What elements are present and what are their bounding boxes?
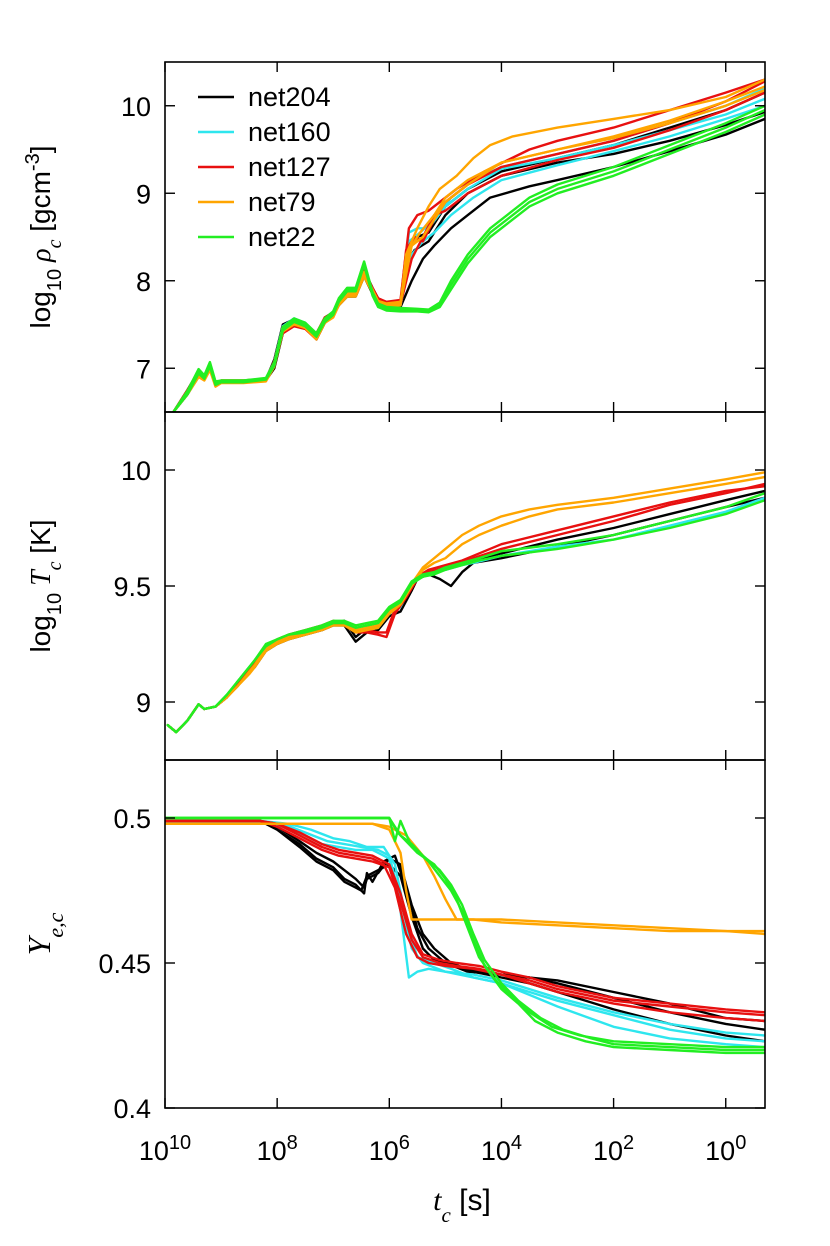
y-label-part: Y [21, 934, 57, 955]
series-line-net22 [166, 492, 765, 734]
y-axis-label-temp: log10 Tc [K] [25, 519, 66, 652]
x-tick-exp: 4 [511, 1132, 522, 1154]
x-tick-label: 1010 [139, 1132, 191, 1166]
legend-label-net160: net160 [248, 117, 331, 147]
x-tick-base: 10 [481, 1136, 511, 1166]
y-label-sup: -3 [22, 153, 44, 171]
x-tick-exp: 6 [399, 1132, 410, 1154]
series-line-net22 [165, 816, 765, 1055]
y-label-part: [K] [25, 519, 56, 561]
panel-series [166, 471, 765, 734]
y-label-sub: c [44, 239, 66, 248]
x-tick-base: 10 [705, 1136, 735, 1166]
panel-series [172, 78, 765, 412]
legend-label-net22: net22 [248, 222, 316, 252]
y-label-part: ] [25, 145, 56, 153]
legend: net204 net160 net127 net79 net22 [198, 82, 331, 252]
panel-ye: 0.4 0.45 0.5 Ye,c [21, 759, 766, 1124]
y-label-sub: 10 [44, 269, 66, 291]
y-tick-label: 0.5 [113, 804, 151, 834]
panel-frame [164, 759, 766, 1109]
x-axis-label: tc [s] [433, 1184, 491, 1227]
x-tick-label: 102 [593, 1132, 634, 1166]
series-line-net22 [172, 113, 765, 412]
x-tick-exp: 10 [169, 1132, 191, 1154]
x-tick-exp: 0 [735, 1132, 746, 1154]
y-tick-label: 0.45 [98, 949, 151, 979]
x-axis-label-sub: c [442, 1203, 452, 1227]
x-tick-base: 10 [369, 1136, 399, 1166]
series-line-net127 [165, 819, 765, 1017]
series-line-net127 [165, 819, 765, 1014]
x-tick-label: 106 [369, 1132, 410, 1166]
x-tick-exp: 8 [287, 1132, 298, 1154]
y-tick-label: 7 [136, 354, 151, 384]
series-line-net127 [165, 819, 765, 1023]
x-tick-label: 100 [705, 1132, 746, 1166]
x-axis-label-unit: [s] [451, 1184, 491, 1217]
series-line-net79 [165, 822, 765, 936]
y-label-part: log [25, 615, 56, 652]
y-label-sub: 10 [44, 593, 66, 615]
y-tick-label: 8 [136, 267, 151, 297]
x-tick-exp: 2 [623, 1132, 634, 1154]
x-tick-label: 108 [257, 1132, 298, 1166]
y-label-part: ρ [26, 248, 57, 268]
y-tick-label: 9.5 [113, 572, 151, 602]
x-tick-label: 104 [481, 1132, 522, 1166]
y-label-part: [gcm [25, 171, 56, 239]
y-label-part: T [26, 568, 57, 593]
panel-frame [164, 411, 766, 761]
legend-label-net204: net204 [248, 82, 331, 112]
series-line-net22 [172, 104, 765, 412]
series-line-net127 [166, 482, 765, 734]
series-line-net79 [166, 475, 765, 734]
series-line-net22 [165, 816, 765, 1052]
x-tick-base: 10 [257, 1136, 287, 1166]
series-line-net22 [166, 499, 765, 734]
x-tick-base: 10 [593, 1136, 623, 1166]
y-tick-label: 9 [136, 179, 151, 209]
legend-label-net79: net79 [248, 187, 316, 217]
series-line-net204 [165, 819, 765, 1031]
y-tick-label: 9 [136, 688, 151, 718]
y-tick-label: 10 [121, 456, 151, 486]
y-tick-label: 0.4 [113, 1094, 151, 1124]
y-tick-label: 10 [121, 92, 151, 122]
y-label-part: log [25, 291, 56, 328]
x-axis: tc [s] 1010 108 106 104 102 100 [139, 1132, 746, 1227]
panel-series [165, 816, 765, 1055]
y-axis-label-rho: log10 ρc [gcm-3] [22, 145, 66, 328]
legend-label-net127: net127 [248, 152, 331, 182]
y-label-sub: c [44, 561, 66, 570]
series-line-net79 [166, 471, 765, 734]
x-axis-label-main: t [433, 1184, 442, 1217]
y-label-sub: e,c [43, 912, 68, 937]
y-axis-label-ye: Ye,c [21, 912, 68, 955]
x-tick-base: 10 [139, 1136, 169, 1166]
